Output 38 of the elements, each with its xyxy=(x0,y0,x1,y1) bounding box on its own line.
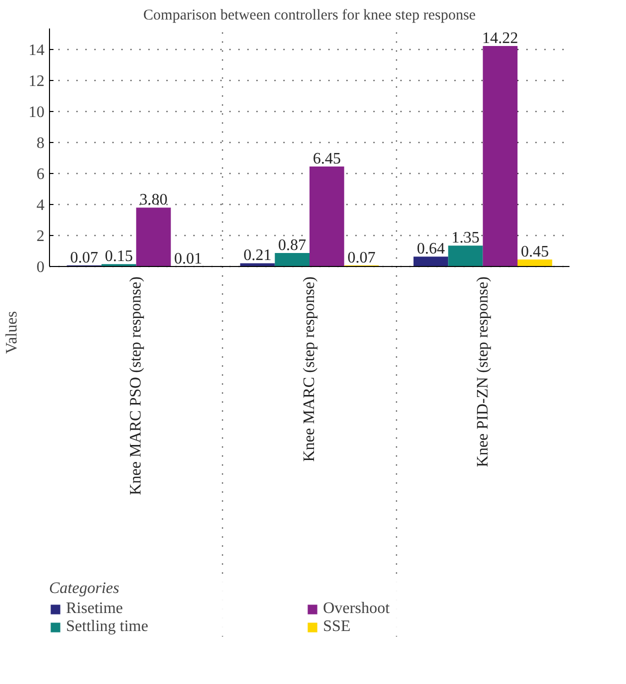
chart-title: Comparison between controllers for knee step response xyxy=(143,8,476,24)
y-axis-title: Values xyxy=(4,311,20,354)
x-tick-label: Knee MARC PSO (step response) xyxy=(128,276,145,496)
legend-label: Overshoot xyxy=(323,600,391,618)
bar xyxy=(240,263,275,266)
data-label: 6.45 xyxy=(312,150,341,168)
data-label: 0.15 xyxy=(104,248,133,266)
data-label: 0.01 xyxy=(174,250,202,268)
data-label: 0.07 xyxy=(70,249,98,266)
data-label: 0.45 xyxy=(520,244,549,261)
y-tick-label: 8 xyxy=(36,134,44,152)
bar xyxy=(518,260,552,266)
y-tick-label: 12 xyxy=(28,72,44,90)
legend-label: Settling time xyxy=(66,618,150,636)
data-label: 1.35 xyxy=(452,230,480,247)
legend-label: Risetime xyxy=(66,600,124,618)
data-label: 0.21 xyxy=(244,247,272,264)
bar xyxy=(448,246,483,266)
y-tick-label: 4 xyxy=(36,196,44,214)
y-tick-label: 2 xyxy=(36,228,44,245)
data-label: 3.80 xyxy=(140,192,168,209)
bar xyxy=(310,166,344,266)
bar xyxy=(136,208,171,266)
data-label: 0.64 xyxy=(416,240,445,258)
bar xyxy=(274,253,310,266)
y-tick-label: 10 xyxy=(28,104,44,121)
bar xyxy=(482,46,518,266)
y-tick-label: 14 xyxy=(28,42,44,59)
data-label: 0.87 xyxy=(278,237,306,254)
data-label: 14.22 xyxy=(482,30,518,48)
bar xyxy=(414,256,448,266)
x-tick-label: Knee PID-ZN (step response) xyxy=(474,276,492,468)
y-tick-label: 0 xyxy=(36,259,44,276)
x-tick-label: Knee MARC (step response) xyxy=(301,276,318,462)
data-label: 0.07 xyxy=(348,249,376,266)
legend-title: Categories xyxy=(49,580,120,598)
y-tick-label: 6 xyxy=(36,166,44,183)
legend-label: SSE xyxy=(323,618,352,636)
